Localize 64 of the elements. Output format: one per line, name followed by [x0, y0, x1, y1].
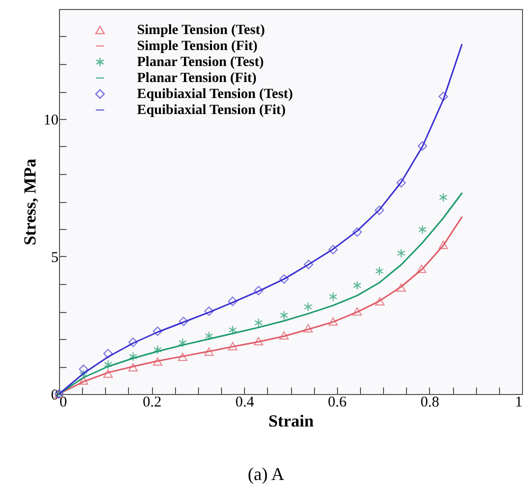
point — [416, 264, 426, 274]
point — [128, 352, 138, 362]
point — [178, 338, 187, 348]
point — [352, 227, 362, 237]
x-tick-label: 1 — [515, 394, 522, 410]
point — [418, 224, 427, 234]
point — [152, 326, 162, 336]
point — [396, 178, 406, 188]
point — [103, 348, 113, 358]
point — [396, 283, 406, 292]
point — [352, 280, 362, 290]
y-tick-label: 10 — [44, 112, 58, 128]
point — [254, 337, 264, 346]
point — [328, 317, 338, 326]
x-tick-label: 0.6 — [328, 394, 348, 410]
point — [304, 302, 312, 312]
point — [178, 352, 188, 362]
point — [396, 248, 406, 258]
point — [254, 318, 263, 328]
point — [178, 316, 188, 326]
x-axis-title: Strain — [268, 412, 314, 430]
x-tick-label: 0.4 — [235, 394, 255, 410]
point — [375, 297, 385, 306]
point — [204, 347, 214, 356]
point — [153, 344, 162, 354]
point — [228, 325, 237, 335]
point — [128, 363, 138, 372]
point — [328, 244, 338, 254]
point — [79, 370, 88, 380]
legend-label: Simple Tension (Test) — [137, 23, 266, 38]
point — [279, 331, 289, 340]
x-tick-label: 0.2 — [142, 394, 162, 410]
point — [438, 92, 448, 102]
point — [303, 324, 313, 332]
point — [78, 364, 88, 374]
y-axis-title: Stress, MPa — [20, 158, 40, 246]
point — [78, 376, 88, 385]
legend-label: Equibiaxial Tension (Test) — [137, 87, 294, 102]
point — [204, 331, 214, 341]
point — [128, 338, 138, 348]
point — [152, 357, 162, 366]
point — [254, 286, 264, 296]
point — [103, 369, 113, 378]
point — [280, 310, 288, 320]
point — [418, 141, 428, 151]
point — [228, 296, 238, 306]
point — [375, 266, 384, 276]
y-tick-label: 5 — [51, 250, 58, 266]
x-tick-label: 0.8 — [420, 394, 440, 410]
point — [104, 360, 112, 370]
point — [438, 240, 448, 250]
text: (a) A — [246, 464, 286, 485]
point — [304, 260, 314, 270]
point — [228, 342, 238, 350]
legend-label: Equibiaxial Tension (Fit) — [137, 103, 286, 118]
point — [374, 206, 384, 216]
point — [439, 192, 448, 202]
legend-label: Simple Tension (Fit) — [137, 39, 258, 54]
legend-label: Planar Tension (Fit) — [137, 71, 257, 86]
point — [352, 307, 362, 316]
point — [204, 306, 214, 316]
legend-label: Planar Tension (Test) — [137, 55, 264, 70]
point — [279, 274, 289, 284]
point — [328, 292, 338, 302]
